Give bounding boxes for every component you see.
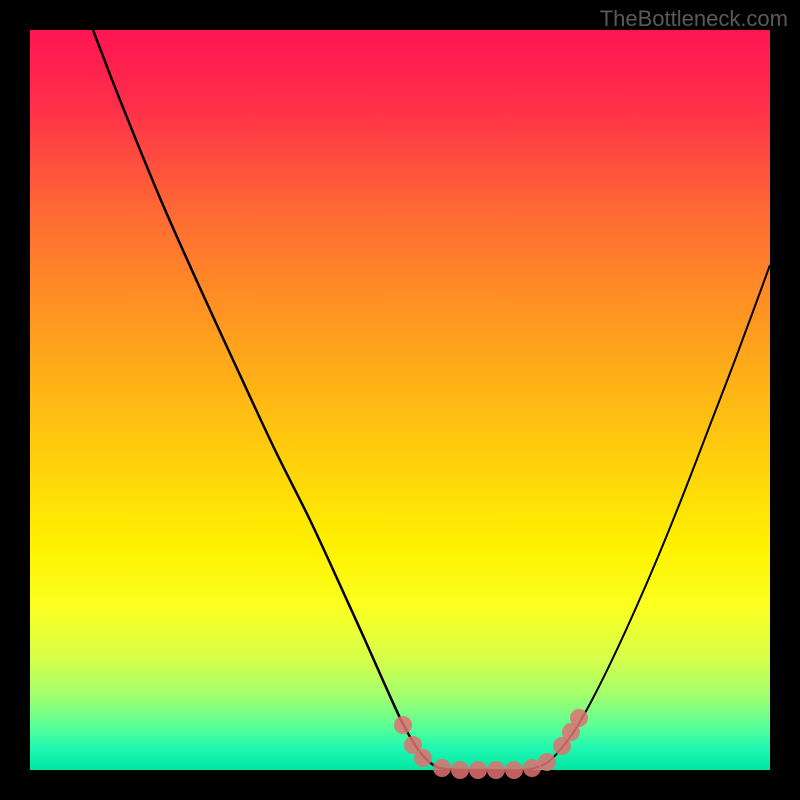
scatter-dot bbox=[414, 749, 432, 767]
plot-background bbox=[30, 30, 770, 770]
scatter-dot bbox=[469, 761, 487, 779]
scatter-dot bbox=[538, 753, 556, 771]
scatter-dot bbox=[487, 761, 505, 779]
scatter-dot bbox=[570, 709, 588, 727]
scatter-dot bbox=[451, 761, 469, 779]
bottleneck-chart bbox=[0, 0, 800, 800]
scatter-dot bbox=[394, 716, 412, 734]
scatter-dot bbox=[433, 759, 451, 777]
chart-container: TheBottleneck.com bbox=[0, 0, 800, 800]
plot-area bbox=[30, 30, 770, 779]
scatter-dot bbox=[505, 761, 523, 779]
